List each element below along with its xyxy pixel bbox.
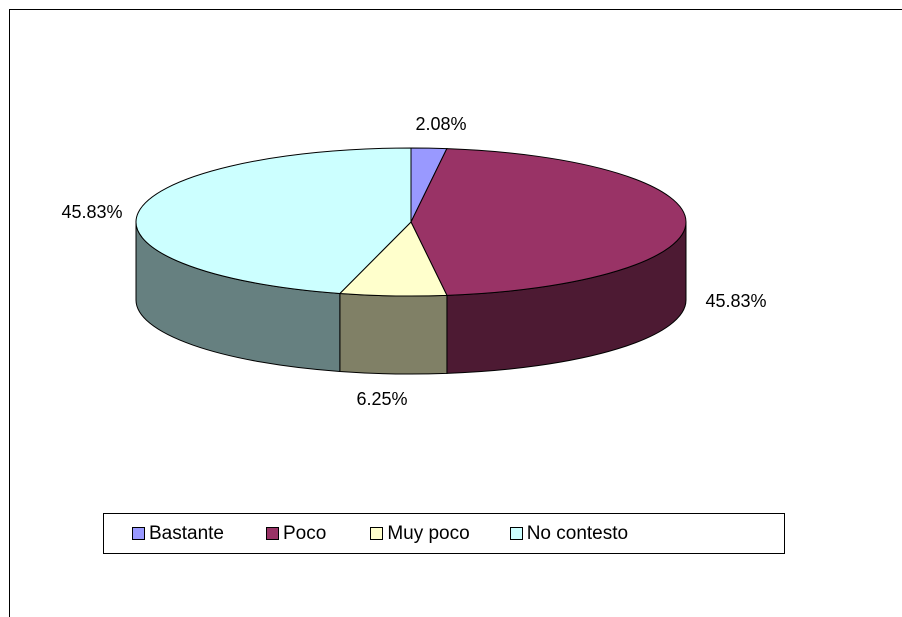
legend-swatch-muy-poco bbox=[370, 527, 384, 540]
legend-label-no-contesto: No contesto bbox=[526, 522, 629, 544]
legend-label-bastante: Bastante bbox=[149, 522, 224, 544]
chart-frame bbox=[9, 9, 902, 617]
pie-side-muy-poco bbox=[339, 292, 448, 375]
data-label-poco: 45.83% bbox=[705, 291, 766, 311]
pie-slice-poco bbox=[410, 148, 687, 296]
data-label-no-contesto: 45.83% bbox=[61, 202, 122, 222]
pie-slice-no-contesto bbox=[135, 147, 412, 294]
legend-swatch-bastante bbox=[132, 527, 145, 540]
legend-item-muy-poco: Muy poco bbox=[370, 522, 470, 545]
legend: Bastante Poco Muy poco No contesto bbox=[103, 513, 785, 554]
legend-swatch-poco bbox=[266, 527, 279, 540]
legend-label-muy-poco: Muy poco bbox=[387, 522, 470, 544]
legend-item-no-contesto: No contesto bbox=[509, 522, 629, 545]
data-label-muy-poco: 6.25% bbox=[356, 389, 407, 409]
legend-label-poco: Poco bbox=[283, 522, 327, 544]
data-label-bastante: 2.08% bbox=[415, 114, 466, 134]
legend-item-bastante: Bastante bbox=[132, 523, 224, 545]
legend-swatch-no-contesto bbox=[509, 527, 523, 540]
legend-item-poco: Poco bbox=[266, 523, 326, 545]
